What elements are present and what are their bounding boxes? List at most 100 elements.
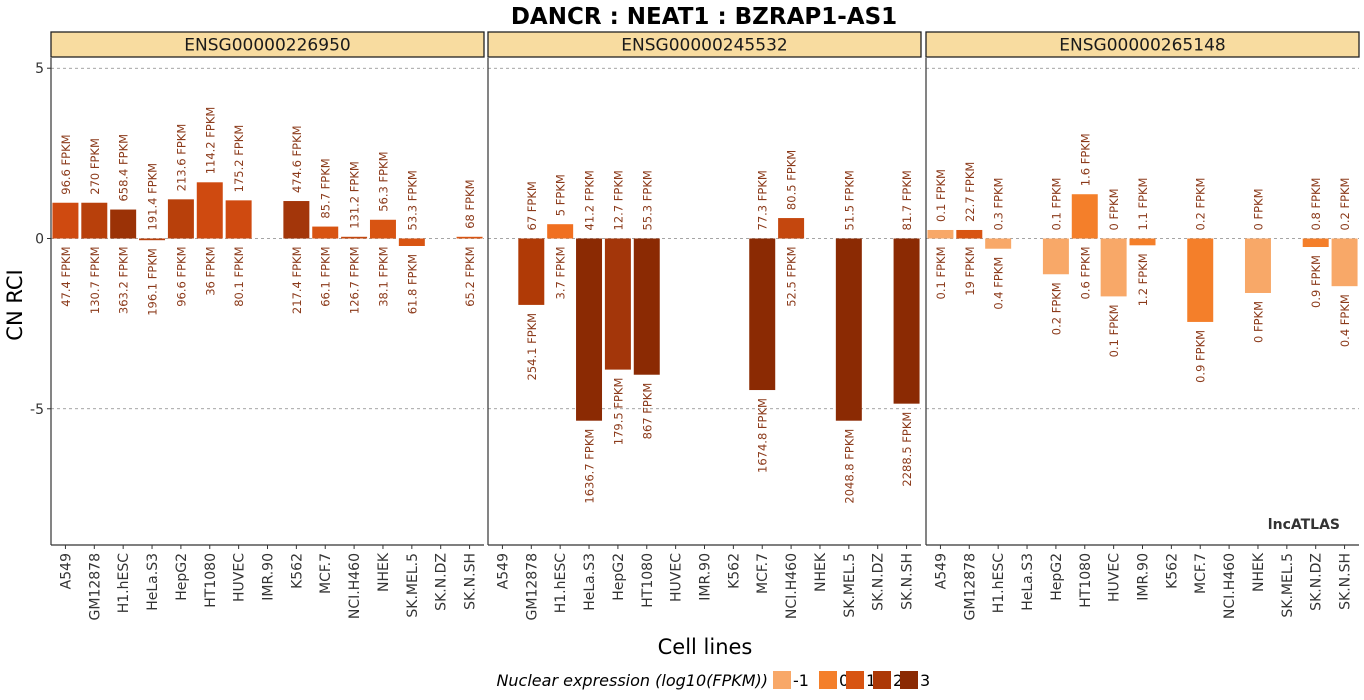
- bar: [283, 201, 310, 239]
- facet-label: ENSG00000245532: [621, 36, 787, 56]
- data-label-top: 0 FPKM: [1251, 188, 1265, 230]
- y-tick-label: 0: [35, 231, 44, 247]
- legend-key-label: 2: [893, 671, 903, 690]
- legend-key-label: 3: [920, 671, 930, 690]
- data-label-top: 474.6 FPKM: [290, 125, 304, 193]
- data-label-bottom: 0.6 FPKM: [1078, 246, 1092, 299]
- bar: [835, 238, 862, 421]
- x-tick-label: SK.N.SH: [900, 553, 916, 610]
- bar: [196, 182, 223, 239]
- data-label-bottom: 0.1 FPKM: [934, 246, 948, 299]
- x-tick-label: K562: [726, 553, 742, 589]
- x-tick-label: NCI.H460: [347, 553, 363, 619]
- bar: [1071, 194, 1098, 239]
- data-label-top: 77.3 FPKM: [756, 170, 770, 230]
- bar: [1100, 238, 1127, 297]
- data-label-top: 96.6 FPKM: [59, 134, 73, 194]
- bar: [369, 219, 396, 239]
- x-tick-label: MCF.7: [755, 553, 771, 594]
- data-label-top: 0.8 FPKM: [1309, 178, 1323, 231]
- x-tick-label: A549: [933, 553, 949, 589]
- x-tick-label: HepG2: [611, 553, 627, 601]
- data-label-bottom: 47.4 FPKM: [59, 246, 73, 306]
- x-tick-label: HT1080: [640, 553, 656, 608]
- x-tick-label: A549: [495, 553, 511, 589]
- facet-strip: [50, 31, 485, 58]
- data-label-bottom: 1.2 FPKM: [1136, 253, 1150, 306]
- bar: [576, 238, 603, 421]
- x-tick-label: NHEK: [813, 552, 829, 592]
- x-tick-label: NCI.H460: [1222, 553, 1238, 619]
- bar: [1187, 238, 1214, 322]
- x-tick-label: SK.MEL.5: [1280, 553, 1296, 618]
- bar: [167, 199, 194, 239]
- x-tick-label: A549: [58, 553, 74, 589]
- watermark: lncATLAS: [1268, 517, 1340, 533]
- legend-key-label: 1: [866, 671, 876, 690]
- legend-key-label: -1: [793, 671, 809, 690]
- data-label-bottom: 130.7 FPKM: [88, 246, 102, 314]
- data-label-bottom: 0.1 FPKM: [1107, 304, 1121, 357]
- x-tick-label: SK.N.DZ: [1309, 553, 1325, 611]
- x-tick-label: SK.MEL.5: [842, 553, 858, 618]
- x-tick-label: GM12878: [962, 553, 978, 620]
- y-axis-title: CN RCI: [3, 269, 27, 340]
- data-label-top: 56.3 FPKM: [376, 151, 390, 211]
- chart-title: DANCR : NEAT1 : BZRAP1-AS1: [511, 4, 897, 30]
- bar: [110, 209, 137, 239]
- data-label-bottom: 80.1 FPKM: [232, 246, 246, 306]
- data-label-top: 131.2 FPKM: [348, 161, 362, 229]
- bar: [456, 236, 483, 239]
- bar: [985, 238, 1012, 249]
- x-tick-label: IMR.90: [698, 553, 714, 601]
- x-tick-label: HeLa.S3: [1020, 553, 1036, 611]
- bar: [1042, 238, 1069, 275]
- bar: [1302, 238, 1329, 248]
- data-label-bottom: 66.1 FPKM: [319, 246, 333, 306]
- data-label-top: 81.7 FPKM: [900, 170, 914, 230]
- data-label-bottom: 61.8 FPKM: [405, 254, 419, 314]
- bar: [956, 229, 983, 239]
- x-tick-label: HT1080: [1078, 553, 1094, 608]
- bar: [52, 202, 79, 239]
- facet-panel: ENSG00000226950 A549 96.6 FPKM 47.4 FPKM GM1…: [50, 31, 485, 620]
- data-label-top: 85.7 FPKM: [319, 158, 333, 218]
- data-label-bottom: 36 FPKM: [203, 246, 217, 295]
- facet-panel: ENSG00000245532 A549 GM12878 67 FPKM 254.1 F…: [487, 31, 922, 620]
- x-tick-label: HepG2: [174, 553, 190, 601]
- x-tick-label: MCF.7: [1193, 553, 1209, 594]
- bar: [1244, 238, 1271, 293]
- data-label-bottom: 3.7 FPKM: [554, 246, 568, 299]
- facet-strip: [487, 31, 922, 58]
- data-label-bottom: 2048.8 FPKM: [842, 429, 856, 504]
- x-tick-label: HUVEC: [232, 553, 248, 602]
- data-label-top: 1.1 FPKM: [1136, 178, 1150, 231]
- facet-strip: [925, 31, 1360, 58]
- x-tick-label: NHEK: [1251, 552, 1267, 592]
- x-tick-label: SK.N.SH: [1338, 553, 1354, 610]
- legend-swatch: [900, 671, 918, 689]
- bar: [633, 238, 660, 375]
- data-label-bottom: 19 FPKM: [963, 246, 977, 295]
- legend-swatch: [873, 671, 891, 689]
- bar: [893, 238, 920, 404]
- data-label-bottom: 867 FPKM: [640, 383, 654, 440]
- data-label-bottom: 2288.5 FPKM: [900, 412, 914, 487]
- x-tick-label: HeLa.S3: [145, 553, 161, 611]
- bar: [778, 218, 805, 239]
- x-tick-label: SK.N.DZ: [434, 553, 450, 611]
- x-tick-label: SK.N.DZ: [871, 553, 887, 611]
- bar: [927, 229, 954, 239]
- data-label-top: 270 FPKM: [88, 138, 102, 195]
- data-label-bottom: 363.2 FPKM: [117, 246, 131, 314]
- x-axis-title: Cell lines: [658, 635, 753, 659]
- data-label-top: 658.4 FPKM: [117, 134, 131, 202]
- x-tick-label: GM12878: [87, 553, 103, 620]
- bar: [225, 200, 252, 239]
- bar: [81, 202, 108, 239]
- bar: [749, 238, 776, 391]
- data-label-top: 51.5 FPKM: [842, 170, 856, 230]
- data-label-top: 41.2 FPKM: [583, 170, 597, 230]
- x-tick-label: NCI.H460: [784, 553, 800, 619]
